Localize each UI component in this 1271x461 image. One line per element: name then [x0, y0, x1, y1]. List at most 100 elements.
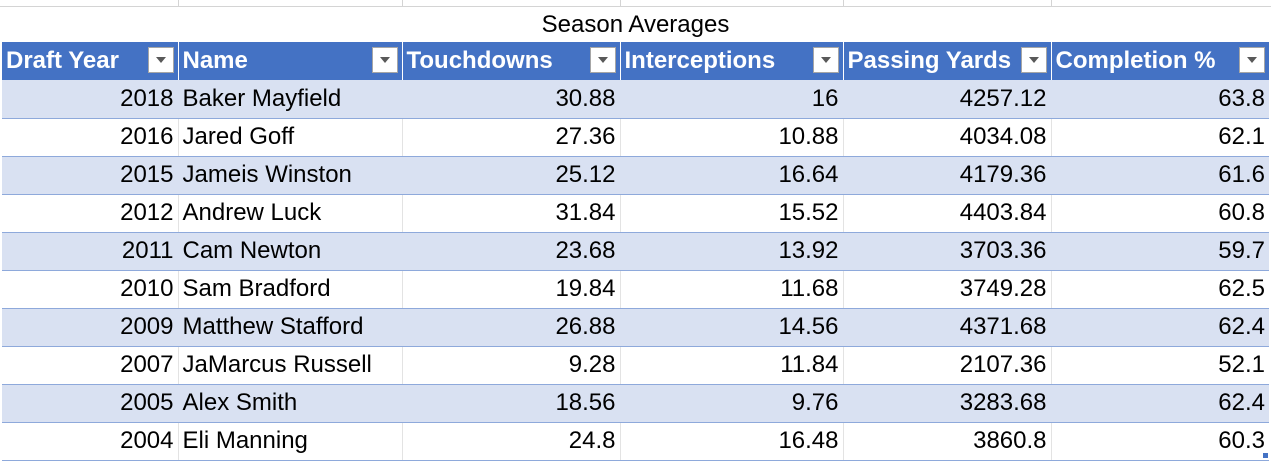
cell-passing-yards[interactable]: 4034.08: [843, 118, 1052, 157]
header-row: Draft Year Name Touchdowns: [2, 42, 1269, 80]
column-header-label: Touchdowns: [406, 47, 553, 74]
cell-touchdowns[interactable]: 9.28: [402, 346, 621, 385]
cell-touchdowns[interactable]: 23.68: [402, 232, 621, 271]
column-header-label: Interceptions: [624, 47, 776, 74]
column-header-label: Name: [182, 47, 248, 74]
cell-completion-pct[interactable]: 60.3: [1051, 422, 1269, 461]
cell-name[interactable]: Matthew Stafford: [178, 308, 403, 347]
cell-touchdowns[interactable]: 30.88: [402, 80, 621, 119]
cell-passing-yards[interactable]: 3860.8: [843, 422, 1052, 461]
cell-completion-pct[interactable]: 60.8: [1051, 194, 1269, 233]
cell-passing-yards[interactable]: 4257.12: [843, 80, 1052, 119]
cell-touchdowns[interactable]: 24.8: [402, 422, 621, 461]
cell-interceptions[interactable]: 13.92: [620, 232, 844, 271]
filter-button[interactable]: [1020, 47, 1047, 73]
cell-interceptions[interactable]: 10.88: [620, 118, 844, 157]
cell-name[interactable]: Andrew Luck: [178, 194, 403, 233]
cell-interceptions[interactable]: 9.76: [620, 384, 844, 423]
column-header-label: Passing Yards: [847, 47, 1012, 74]
cell-interceptions[interactable]: 14.56: [620, 308, 844, 347]
table-title: Season Averages: [541, 11, 730, 38]
cell-interceptions[interactable]: 16.48: [620, 422, 844, 461]
cell-completion-pct[interactable]: 63.8: [1051, 80, 1269, 119]
cell-name[interactable]: JaMarcus Russell: [178, 346, 403, 385]
gridline: [843, 0, 844, 6]
column-header-name[interactable]: Name: [178, 42, 403, 80]
table-row: 2012 Andrew Luck 31.84 15.52 4403.84 60.…: [2, 194, 1269, 233]
cell-name[interactable]: Alex Smith: [178, 384, 403, 423]
cell-touchdowns[interactable]: 27.36: [402, 118, 621, 157]
cell-passing-yards[interactable]: 4403.84: [843, 194, 1052, 233]
cell-name[interactable]: Sam Bradford: [178, 270, 403, 309]
cell-touchdowns[interactable]: 25.12: [402, 156, 621, 195]
cell-completion-pct[interactable]: 59.7: [1051, 232, 1269, 271]
table-row: 2011 Cam Newton 23.68 13.92 3703.36 59.7: [2, 232, 1269, 271]
cell-name[interactable]: Jameis Winston: [178, 156, 403, 195]
cell-interceptions[interactable]: 16.64: [620, 156, 844, 195]
cell-draft-year[interactable]: 2004: [2, 422, 179, 461]
column-header-label: Draft Year: [6, 47, 119, 74]
cell-interceptions[interactable]: 16: [620, 80, 844, 119]
cell-name[interactable]: Cam Newton: [178, 232, 403, 271]
table-resize-handle[interactable]: [1263, 453, 1268, 458]
cell-name[interactable]: Jared Goff: [178, 118, 403, 157]
filter-button[interactable]: [589, 47, 616, 73]
filter-button[interactable]: [371, 47, 398, 73]
cell-interceptions[interactable]: 11.68: [620, 270, 844, 309]
table-row: 2010 Sam Bradford 19.84 11.68 3749.28 62…: [2, 270, 1269, 309]
column-header-label: Completion %: [1055, 47, 1216, 74]
column-header-completion-pct[interactable]: Completion %: [1051, 42, 1269, 80]
cell-passing-yards[interactable]: 2107.36: [843, 346, 1052, 385]
cell-draft-year[interactable]: 2016: [2, 118, 179, 157]
cell-draft-year[interactable]: 2009: [2, 308, 179, 347]
cell-completion-pct[interactable]: 61.6: [1051, 156, 1269, 195]
gridline: [1051, 0, 1052, 6]
cell-passing-yards[interactable]: 4179.36: [843, 156, 1052, 195]
cell-completion-pct[interactable]: 62.1: [1051, 118, 1269, 157]
table-row: 2009 Matthew Stafford 26.88 14.56 4371.6…: [2, 308, 1269, 347]
cell-completion-pct[interactable]: 52.1: [1051, 346, 1269, 385]
column-header-touchdowns[interactable]: Touchdowns: [402, 42, 621, 80]
table-row: 2007 JaMarcus Russell 9.28 11.84 2107.36…: [2, 346, 1269, 385]
gridline: [178, 0, 179, 6]
cell-draft-year[interactable]: 2011: [2, 232, 179, 271]
cell-draft-year[interactable]: 2012: [2, 194, 179, 233]
dropdown-arrow-icon: [155, 57, 166, 63]
cell-draft-year[interactable]: 2005: [2, 384, 179, 423]
cell-touchdowns[interactable]: 26.88: [402, 308, 621, 347]
cell-draft-year[interactable]: 2007: [2, 346, 179, 385]
cell-interceptions[interactable]: 15.52: [620, 194, 844, 233]
column-header-draft-year[interactable]: Draft Year: [2, 42, 179, 80]
table-row: 2005 Alex Smith 18.56 9.76 3283.68 62.4: [2, 384, 1269, 423]
cell-passing-yards[interactable]: 3283.68: [843, 384, 1052, 423]
title-row[interactable]: Season Averages: [0, 6, 1271, 42]
cell-touchdowns[interactable]: 18.56: [402, 384, 621, 423]
table-row: 2018 Baker Mayfield 30.88 16 4257.12 63.…: [2, 80, 1269, 119]
cell-touchdowns[interactable]: 19.84: [402, 270, 621, 309]
cell-completion-pct[interactable]: 62.5: [1051, 270, 1269, 309]
cell-passing-yards[interactable]: 3749.28: [843, 270, 1052, 309]
table-row: 2015 Jameis Winston 25.12 16.64 4179.36 …: [2, 156, 1269, 195]
filter-button[interactable]: [147, 47, 174, 73]
dropdown-arrow-icon: [1247, 57, 1257, 63]
cell-completion-pct[interactable]: 62.4: [1051, 308, 1269, 347]
cell-draft-year[interactable]: 2018: [2, 80, 179, 119]
cell-draft-year[interactable]: 2015: [2, 156, 179, 195]
cell-interceptions[interactable]: 11.84: [620, 346, 844, 385]
column-header-passing-yards[interactable]: Passing Yards: [843, 42, 1052, 80]
cell-passing-yards[interactable]: 4371.68: [843, 308, 1052, 347]
cell-draft-year[interactable]: 2010: [2, 270, 179, 309]
column-header-interceptions[interactable]: Interceptions: [620, 42, 844, 80]
filter-button[interactable]: [812, 47, 839, 73]
cell-completion-pct[interactable]: 62.4: [1051, 384, 1269, 423]
cell-touchdowns[interactable]: 31.84: [402, 194, 621, 233]
table-row: 2004 Eli Manning 24.8 16.48 3860.8 60.3: [2, 422, 1269, 461]
cell-name[interactable]: Baker Mayfield: [178, 80, 403, 119]
gridline: [620, 0, 621, 6]
cell-passing-yards[interactable]: 3703.36: [843, 232, 1052, 271]
dropdown-arrow-icon: [597, 57, 608, 63]
filter-button[interactable]: [1239, 47, 1265, 73]
dropdown-arrow-icon: [379, 57, 390, 63]
cell-name[interactable]: Eli Manning: [178, 422, 403, 461]
